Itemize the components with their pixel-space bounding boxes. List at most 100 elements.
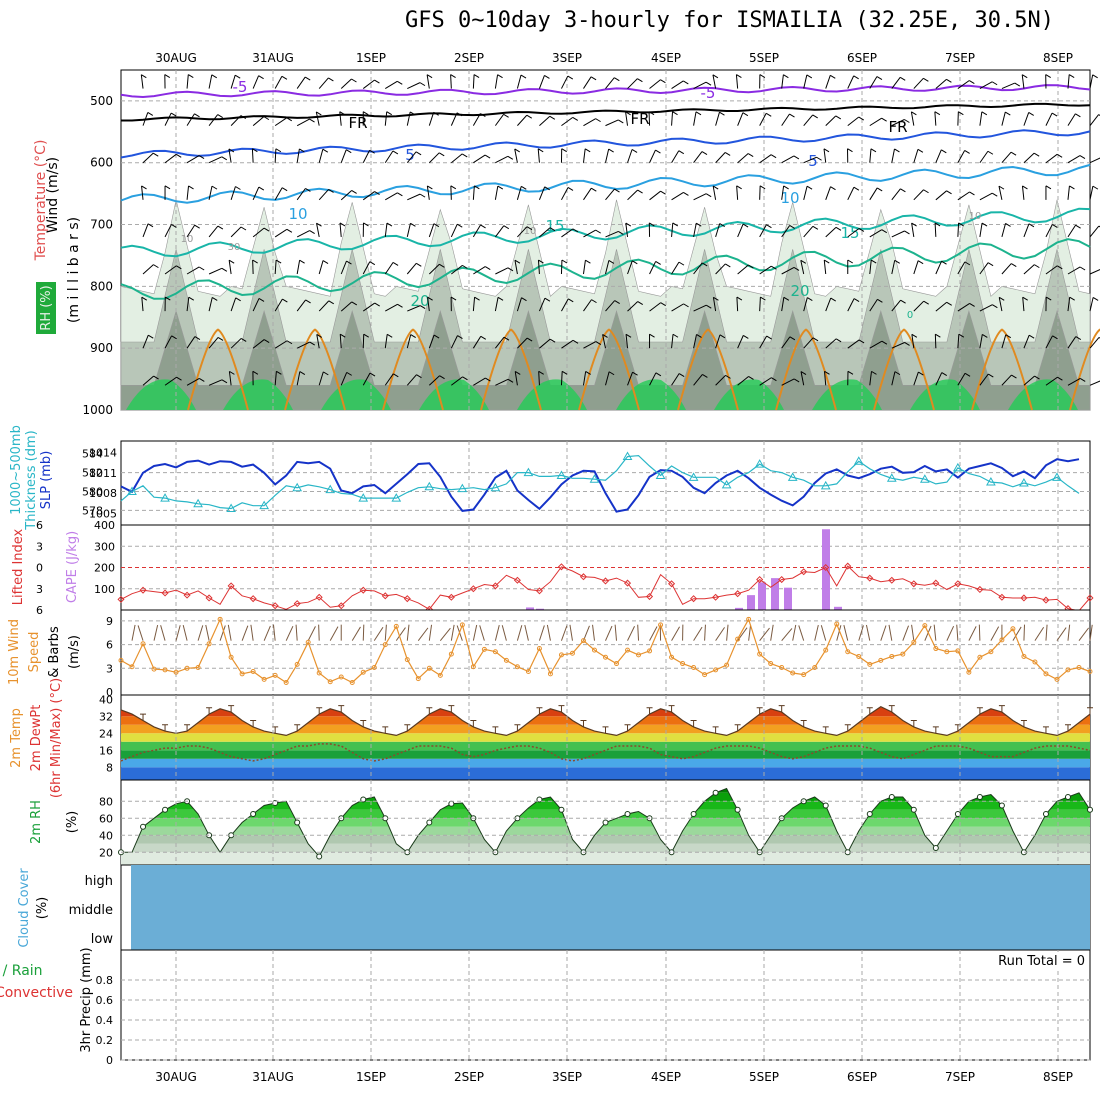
wind-barb-flag [351,78,357,83]
thickness-line [120,454,1080,510]
wind-barb-flag [164,74,171,78]
wind-barb-flag [683,191,689,196]
wind10-speed-marker [658,622,664,628]
wind-barb-flag [759,185,766,190]
wind-barb [735,74,739,89]
wind-barb [891,342,905,349]
wind-barb [781,113,790,126]
wind-barb-flag [439,263,445,268]
y-tick-label: 900 [90,341,113,355]
wind-barb-flag [625,111,631,116]
lifted-index-marker [888,576,896,584]
wind-barb [1001,263,1012,275]
rh2m-marker [822,802,829,809]
wind-barb [142,152,154,164]
wind-barb-flag [824,259,830,264]
wind-barb-flag [701,151,708,155]
wind-barb [891,230,905,238]
wind-barb [803,156,817,164]
wind-barb [384,262,394,275]
thickness-marker [1019,477,1029,487]
wind10-barb [219,625,226,641]
wind-barb [693,111,697,126]
wind-barb-flag [923,300,929,305]
wind-barb-flag [567,298,574,303]
wind-barb [800,371,805,386]
wind-barb-flag [419,305,426,310]
wind10-speed-marker [129,664,135,670]
wind-barb [605,260,610,275]
wind-barb-flag [305,188,311,192]
wind-barb [450,335,458,349]
x-tick-label-bottom: 6SEP [847,1070,877,1084]
wind-barb-flag [507,155,514,160]
wind-barb [891,260,896,275]
wind10-speed-marker [790,670,796,676]
wind-barb [781,74,784,89]
wind-barb [560,371,563,386]
temp-band [121,767,1090,780]
wind-barb-flag [705,81,712,86]
wind-barb [759,224,767,238]
temp-band [121,750,1090,759]
wind10-speed-marker [999,637,1005,643]
wind-barb-flag [374,79,380,84]
wind-barb-flag [935,333,941,338]
wind-barb [451,264,463,275]
wind-barb-flag [900,188,906,193]
wind10-barb [351,626,361,641]
wind-barb [825,186,831,200]
wind-barb [362,261,371,275]
axis-label-rh: RH (%) [39,285,54,330]
y-tick-label-left: 6 [36,604,43,617]
wind10-barb [417,627,429,641]
wind-barb [296,76,306,89]
y-tick-label: 20 [99,846,113,859]
wind-barb [494,225,505,238]
wind-barb [759,265,772,275]
wind-barb [561,116,574,127]
wind-barb [252,339,265,349]
wind10-barb [295,624,298,641]
lifted-index-marker [359,586,367,594]
wind-barb-flag [1069,296,1075,301]
wind10-speed-marker [492,649,498,655]
wind-barb-flag [410,222,416,227]
wind-barb [715,375,726,386]
wind-barb-flag [830,186,836,191]
wind-barb [1001,151,1012,164]
x-tick-label-bottom: 7SEP [945,1070,975,1084]
wind-barb-flag [904,119,910,123]
wind10-speed-marker [206,641,212,647]
wind-barb-flag [823,148,830,153]
wind-barb-flag [713,296,719,301]
wind-barb [1023,223,1030,238]
cape-bar [526,607,534,610]
wind10-barb [748,624,752,641]
wind-barb-flag [485,377,491,382]
wind-barb-flag [526,337,533,342]
wind-barb-flag [484,266,491,271]
wind-barb [583,299,592,312]
wind-barb-flag [608,371,615,376]
wind10-speed-marker [459,622,465,628]
wind-barb-flag [392,261,399,266]
thickness-marker [953,462,963,472]
wind-barb [1067,113,1076,126]
wind-barb-flag [678,373,685,377]
thickness-marker [226,503,236,512]
wind-barb [1067,266,1081,275]
wind-barb [693,193,707,201]
wind10-speed-marker [955,648,961,654]
wind-barb-flag [450,185,457,190]
wind10-speed-marker [184,665,190,671]
wind-barb-flag [217,225,224,230]
rh2m-marker [294,819,301,826]
wind-barb [230,115,242,126]
wind-barb-flag [876,76,883,80]
wind-barb [514,371,518,386]
wind-barb-flag [503,225,510,230]
wind-barb-flag [211,297,218,301]
wind-barb-flag [427,296,433,301]
wind-barb-flag [981,111,988,116]
